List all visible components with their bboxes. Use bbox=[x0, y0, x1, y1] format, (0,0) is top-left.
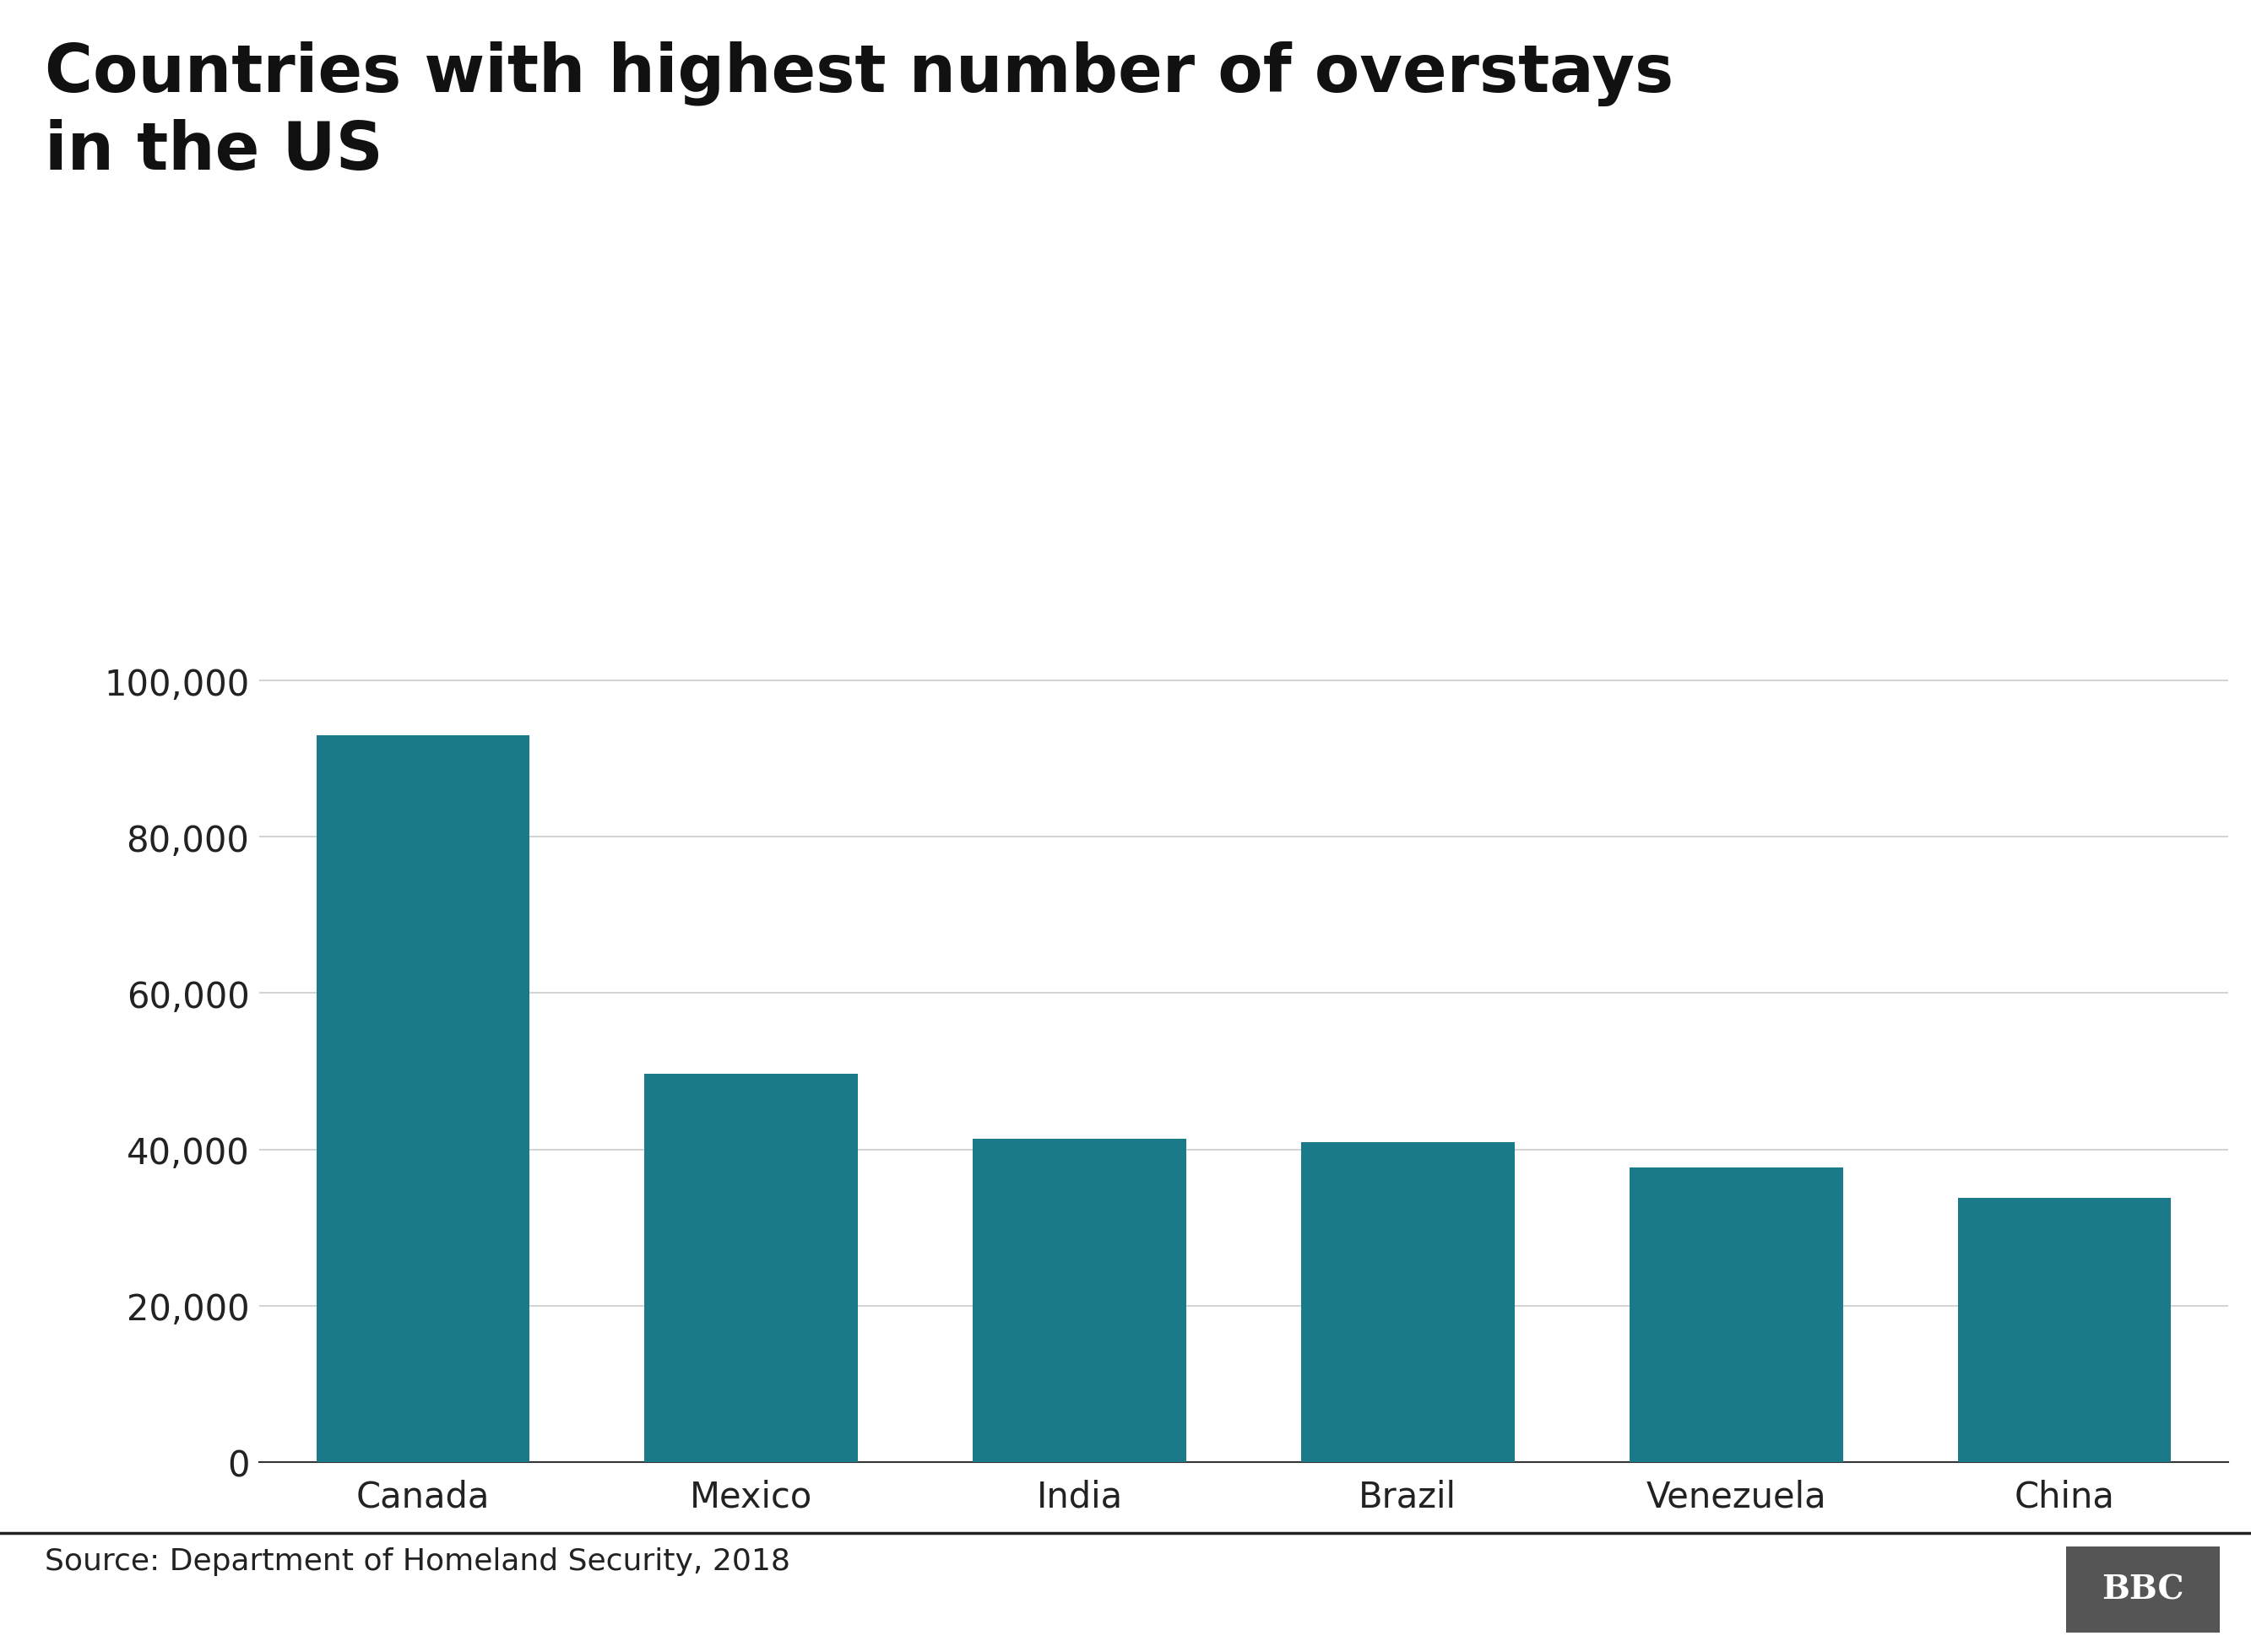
Bar bbox=[1630, 1168, 1844, 1462]
Text: BBC: BBC bbox=[2102, 1573, 2183, 1606]
Bar bbox=[644, 1074, 858, 1462]
Bar bbox=[1301, 1143, 1515, 1462]
Bar bbox=[972, 1138, 1186, 1462]
Text: Source: Department of Homeland Security, 2018: Source: Department of Homeland Security,… bbox=[45, 1546, 790, 1574]
Text: Countries with highest number of overstays
in the US: Countries with highest number of oversta… bbox=[45, 41, 1675, 183]
Bar bbox=[317, 735, 529, 1462]
Bar bbox=[1958, 1198, 2170, 1462]
